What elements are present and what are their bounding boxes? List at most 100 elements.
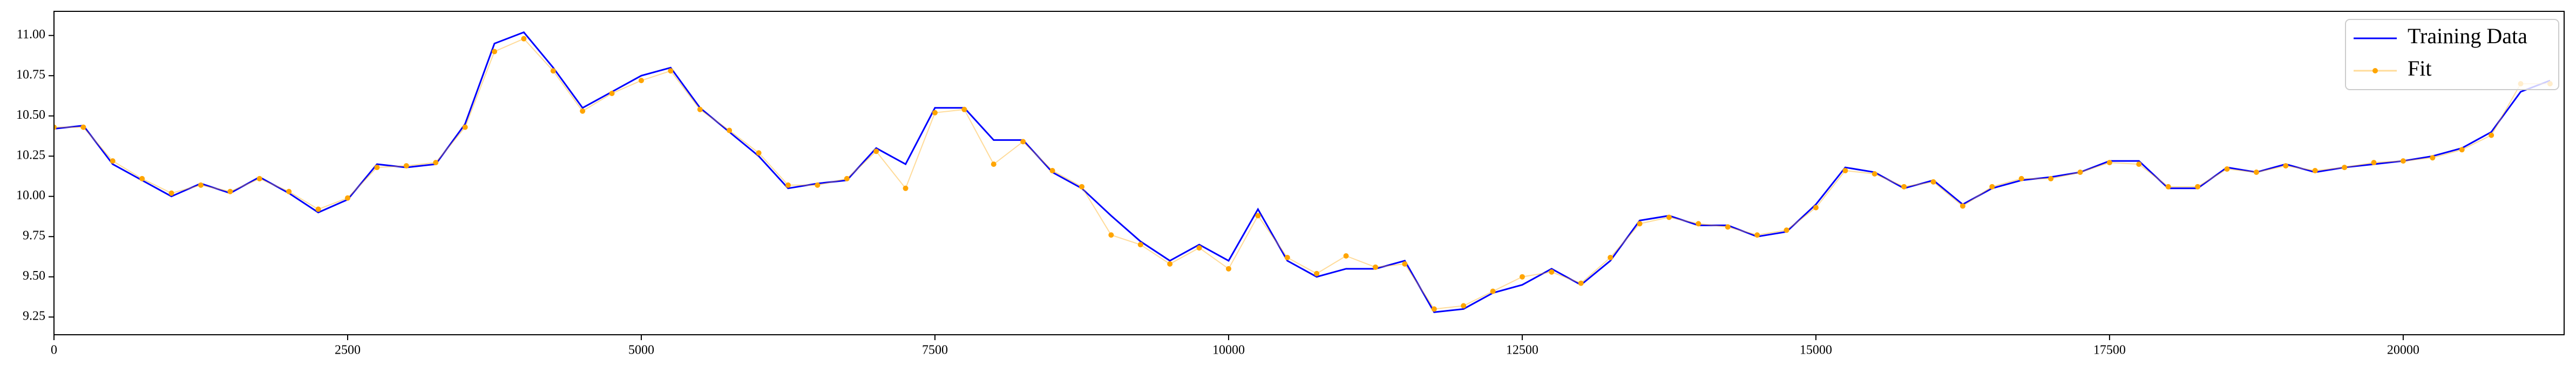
- marker: [1637, 221, 1643, 227]
- marker: [1578, 280, 1584, 286]
- marker: [2283, 163, 2289, 169]
- series: [54, 36, 2553, 312]
- marker: [256, 175, 262, 181]
- marker: [961, 106, 967, 112]
- marker: [1608, 254, 1614, 260]
- x-tick-label: 12500: [1506, 343, 1538, 357]
- marker: [433, 160, 439, 166]
- marker: [80, 124, 86, 130]
- marker: [1666, 214, 1672, 220]
- marker: [668, 68, 674, 74]
- marker: [1930, 179, 1936, 185]
- marker: [1842, 168, 1848, 174]
- marker: [1137, 242, 1143, 248]
- y-tick-label: 10.75: [16, 68, 45, 82]
- marker: [315, 206, 321, 212]
- x-tick-label: 0: [51, 343, 57, 357]
- marker: [1255, 213, 1261, 219]
- marker: [727, 127, 733, 133]
- marker: [2224, 166, 2230, 172]
- marker: [756, 150, 762, 156]
- x-tick-label: 17500: [2093, 343, 2126, 357]
- y-tick-label: 11.00: [17, 28, 45, 42]
- marker: [54, 124, 57, 130]
- marker: [873, 148, 879, 154]
- marker: [344, 195, 350, 201]
- marker: [403, 163, 409, 169]
- marker: [638, 78, 644, 84]
- marker: [1989, 184, 1995, 190]
- marker: [2489, 132, 2494, 138]
- marker: [785, 182, 791, 188]
- series-line: [54, 38, 2550, 310]
- marker: [1079, 184, 1084, 190]
- marker: [697, 106, 703, 112]
- marker: [550, 68, 556, 74]
- legend-label: Training Data: [2408, 24, 2527, 48]
- marker: [1784, 227, 1789, 233]
- marker: [609, 90, 615, 96]
- marker: [168, 190, 174, 196]
- marker: [227, 188, 233, 194]
- marker: [2165, 184, 2171, 190]
- marker: [844, 175, 850, 181]
- marker: [932, 110, 938, 116]
- marker: [2342, 165, 2348, 171]
- marker: [139, 175, 145, 181]
- marker: [903, 185, 909, 191]
- marker: [1813, 205, 1819, 211]
- marker: [1725, 224, 1731, 230]
- marker: [1549, 269, 1555, 275]
- y-tick-label: 9.75: [23, 229, 45, 243]
- marker: [1960, 203, 1965, 209]
- marker: [286, 188, 292, 194]
- marker: [2195, 184, 2201, 190]
- marker: [110, 158, 116, 164]
- legend-marker: [2372, 68, 2378, 73]
- marker: [1901, 184, 1907, 190]
- marker: [1872, 171, 1877, 177]
- marker: [1754, 232, 1760, 238]
- marker: [1049, 168, 1055, 174]
- marker: [1314, 270, 1320, 276]
- marker: [374, 165, 380, 171]
- series: [54, 31, 2551, 313]
- marker: [1343, 253, 1349, 259]
- marker: [2400, 158, 2406, 164]
- x-tick-label: 10000: [1212, 343, 1245, 357]
- marker: [2312, 168, 2318, 174]
- marker: [580, 108, 586, 114]
- x-tick-label: 5000: [628, 343, 654, 357]
- y-tick-label: 9.25: [23, 309, 45, 323]
- marker: [1402, 261, 1408, 267]
- x-tick-label: 15000: [1800, 343, 1832, 357]
- marker: [2459, 147, 2465, 153]
- marker: [1020, 139, 1026, 145]
- y-tick-label: 10.25: [16, 148, 45, 163]
- x-tick-label: 2500: [335, 343, 361, 357]
- marker: [2048, 175, 2054, 181]
- y-tick-label: 9.50: [23, 269, 45, 283]
- series-line: [54, 31, 2551, 313]
- x-tick-label: 7500: [922, 343, 948, 357]
- marker: [491, 49, 497, 55]
- marker: [2253, 170, 2259, 175]
- marker: [1108, 232, 1114, 238]
- marker: [1431, 306, 1437, 312]
- marker: [1461, 303, 1467, 309]
- marker: [198, 182, 204, 188]
- marker: [2018, 175, 2024, 181]
- marker: [1225, 266, 1231, 272]
- marker: [2077, 170, 2083, 175]
- marker: [2136, 161, 2142, 167]
- y-tick-label: 10.00: [16, 188, 45, 202]
- legend-label: Fit: [2408, 56, 2431, 80]
- marker: [1490, 288, 1496, 294]
- marker: [521, 36, 527, 42]
- marker: [1196, 245, 1202, 251]
- marker: [1696, 221, 1701, 227]
- marker: [1519, 274, 1525, 280]
- marker: [991, 161, 996, 167]
